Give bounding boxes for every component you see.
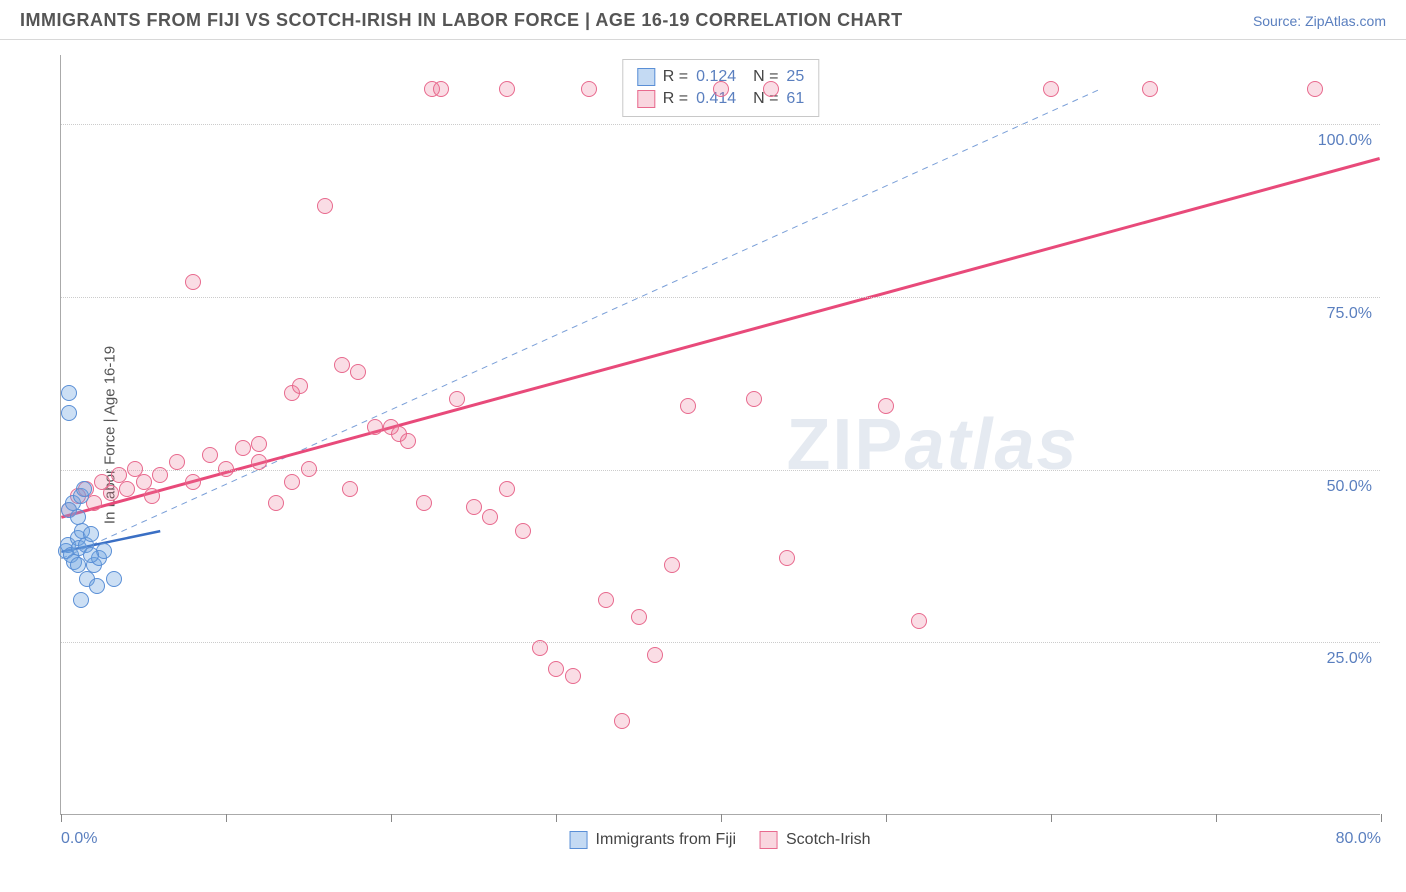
data-point [235,440,251,456]
data-point [185,274,201,290]
y-tick-label: 75.0% [1327,305,1372,323]
x-tick-label: 0.0% [61,830,97,848]
data-point [416,495,432,511]
data-point [911,613,927,629]
data-point [482,509,498,525]
data-point [1043,81,1059,97]
data-point [202,447,218,463]
chart-area: In Labor Force | Age 16-19 ZIPatlas R = … [60,55,1380,815]
data-point [76,481,92,497]
legend-swatch [570,831,588,849]
data-point [89,578,105,594]
data-point [466,499,482,515]
data-point [342,481,358,497]
data-point [515,523,531,539]
data-point [499,481,515,497]
legend-item: Scotch-Irish [760,831,870,849]
data-point [548,661,564,677]
y-tick-label: 25.0% [1327,650,1372,668]
data-point [1307,81,1323,97]
x-tick-label: 80.0% [1336,830,1381,848]
data-point [73,592,89,608]
data-point [292,378,308,394]
data-point [779,550,795,566]
x-tick [1051,814,1052,822]
data-point [251,454,267,470]
chart-header: IMMIGRANTS FROM FIJI VS SCOTCH-IRISH IN … [0,0,1406,40]
data-point [598,592,614,608]
x-tick [226,814,227,822]
data-point [61,405,77,421]
data-point [152,467,168,483]
gridline [61,642,1380,643]
data-point [218,461,234,477]
data-point [763,81,779,97]
data-point [185,474,201,490]
data-point [433,81,449,97]
data-point [647,647,663,663]
legend-r-label: R = [663,90,688,108]
data-point [664,557,680,573]
legend-label: Scotch-Irish [786,831,870,849]
legend-r-label: R = [663,68,688,86]
x-tick [1381,814,1382,822]
data-point [367,419,383,435]
x-tick [886,814,887,822]
data-point [499,81,515,97]
gridline [61,297,1380,298]
data-point [317,198,333,214]
gridline [61,470,1380,471]
data-point [169,454,185,470]
chart-title: IMMIGRANTS FROM FIJI VS SCOTCH-IRISH IN … [20,10,903,31]
data-point [713,81,729,97]
data-point [268,495,284,511]
data-point [70,557,86,573]
data-point [350,364,366,380]
x-tick [556,814,557,822]
data-point [746,391,762,407]
trend-lines [61,55,1380,814]
legend-n-fiji: 25 [786,68,804,86]
data-point [565,668,581,684]
data-point [144,488,160,504]
data-point [70,509,86,525]
legend-n-scotch: 61 [786,90,804,108]
data-point [103,485,119,501]
data-point [400,433,416,449]
data-point [878,398,894,414]
legend-swatch-blue [637,68,655,86]
scatter-plot: In Labor Force | Age 16-19 ZIPatlas R = … [60,55,1380,815]
series-legend: Immigrants from Fiji Scotch-Irish [570,831,871,849]
data-point [1142,81,1158,97]
gridline [61,124,1380,125]
data-point [614,713,630,729]
legend-swatch [760,831,778,849]
data-point [301,461,317,477]
data-point [532,640,548,656]
x-tick [1216,814,1217,822]
y-tick-label: 50.0% [1327,478,1372,496]
watermark: ZIPatlas [786,404,1078,486]
x-tick [721,814,722,822]
data-point [119,481,135,497]
x-tick [61,814,62,822]
chart-source: Source: ZipAtlas.com [1253,13,1386,29]
data-point [284,474,300,490]
data-point [581,81,597,97]
data-point [83,526,99,542]
legend-label: Immigrants from Fiji [596,831,736,849]
y-tick-label: 100.0% [1318,132,1372,150]
data-point [106,571,122,587]
data-point [680,398,696,414]
data-point [334,357,350,373]
legend-item: Immigrants from Fiji [570,831,736,849]
data-point [83,547,99,563]
data-point [449,391,465,407]
data-point [251,436,267,452]
x-tick [391,814,392,822]
data-point [631,609,647,625]
legend-swatch-pink [637,90,655,108]
data-point [61,385,77,401]
